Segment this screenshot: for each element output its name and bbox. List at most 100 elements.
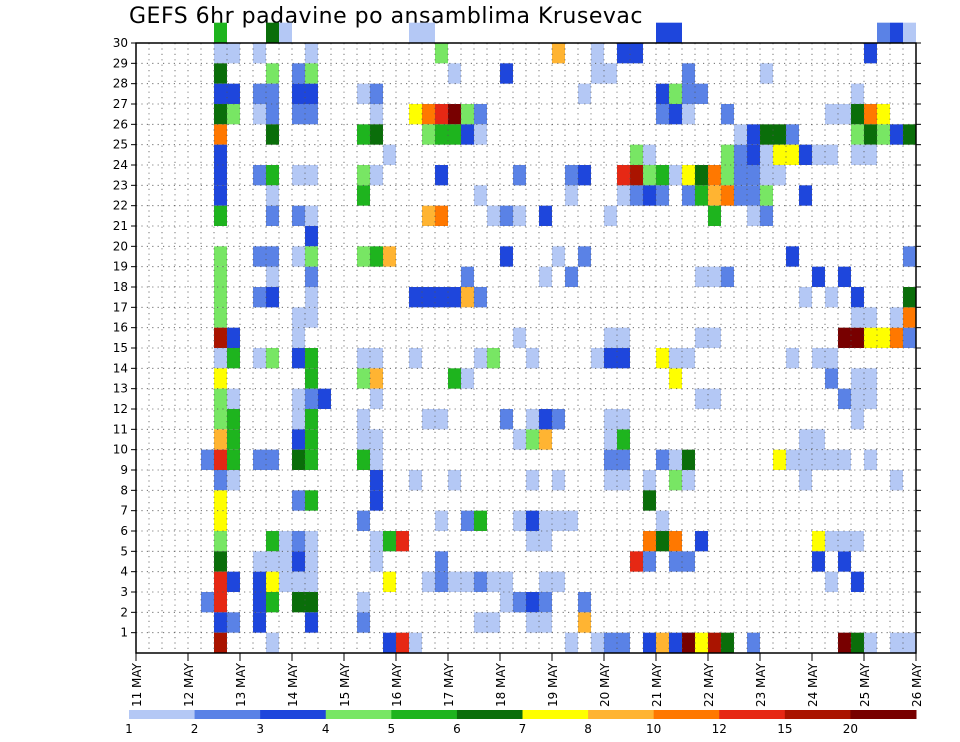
heatmap-cell xyxy=(500,409,513,430)
heatmap-cell xyxy=(656,348,669,369)
heatmap-cell xyxy=(214,388,227,409)
heatmap-cell xyxy=(812,449,825,470)
y-tick-label: 16 xyxy=(113,321,128,335)
heatmap-cell xyxy=(825,144,838,165)
heatmap-cell xyxy=(292,246,305,267)
heatmap-cell xyxy=(305,266,318,287)
heatmap-cell xyxy=(253,104,266,125)
heatmap-cell xyxy=(422,205,435,226)
heatmap-cell xyxy=(786,348,799,369)
y-tick-label: 18 xyxy=(113,280,128,294)
heatmap-cell xyxy=(500,63,513,84)
heatmap-cell xyxy=(305,348,318,369)
heatmap-cell xyxy=(682,104,695,125)
heatmap-cell xyxy=(305,612,318,633)
y-tick-label: 11 xyxy=(113,422,128,436)
heatmap-cell xyxy=(851,124,864,145)
heatmap-cell xyxy=(786,246,799,267)
heatmap-cell xyxy=(604,409,617,430)
heatmap-cell xyxy=(409,348,422,369)
heatmap-cell xyxy=(435,287,448,308)
heatmap-cell xyxy=(526,429,539,450)
heatmap-cell xyxy=(253,287,266,308)
heatmap-cell xyxy=(565,266,578,287)
heatmap-cell xyxy=(682,551,695,572)
heatmap-cell xyxy=(630,185,643,206)
x-tick-label: 22 MAY xyxy=(702,662,716,707)
heatmap-cell xyxy=(422,409,435,430)
heatmap-cell xyxy=(708,165,721,186)
heatmap-cell xyxy=(227,612,240,633)
y-tick-label: 3 xyxy=(120,585,128,599)
heatmap-cell xyxy=(877,104,890,125)
heatmap-cell xyxy=(409,632,422,653)
heatmap-cell xyxy=(227,470,240,491)
legend-label: 20 xyxy=(843,722,858,736)
heatmap-cell xyxy=(669,104,682,125)
heatmap-cell xyxy=(266,165,279,186)
heatmap-cell xyxy=(799,429,812,450)
heatmap-cell xyxy=(656,449,669,470)
y-tick-label: 2 xyxy=(120,605,128,619)
heatmap-cell xyxy=(214,124,227,145)
heatmap-cell xyxy=(890,307,903,328)
heatmap-cell xyxy=(500,592,513,613)
heatmap-cell xyxy=(487,612,500,633)
heatmap-cell xyxy=(279,551,292,572)
heatmap-cell xyxy=(214,63,227,84)
heatmap-cell xyxy=(357,83,370,104)
y-tick-label: 8 xyxy=(120,483,128,497)
y-tick-label: 5 xyxy=(120,544,128,558)
heatmap-cell xyxy=(903,246,916,267)
heatmap-cell xyxy=(695,83,708,104)
heatmap-cell xyxy=(357,429,370,450)
x-tick-label: 23 MAY xyxy=(754,662,768,707)
y-tick-label: 17 xyxy=(113,300,128,314)
heatmap-cell xyxy=(669,531,682,552)
heatmap-cell xyxy=(318,388,331,409)
heatmap-cell xyxy=(721,104,734,125)
legend-label: 4 xyxy=(322,722,330,736)
legend-swatch xyxy=(653,710,720,719)
heatmap-cell xyxy=(513,327,526,348)
heatmap-cell xyxy=(565,510,578,531)
heatmap-cell xyxy=(708,388,721,409)
heatmap-cell xyxy=(292,165,305,186)
heatmap-cell xyxy=(487,571,500,592)
heatmap-cell xyxy=(682,348,695,369)
heatmap-cell xyxy=(513,429,526,450)
heatmap-cell xyxy=(214,409,227,430)
legend-label: 15 xyxy=(777,722,792,736)
y-tick-label: 28 xyxy=(113,77,128,91)
heatmap-cell xyxy=(305,531,318,552)
heatmap-cell xyxy=(292,83,305,104)
heatmap-cell xyxy=(773,449,786,470)
heatmap-cell xyxy=(448,104,461,125)
heatmap-cell xyxy=(214,185,227,206)
heatmap-cell xyxy=(370,531,383,552)
heatmap-cell xyxy=(565,165,578,186)
heatmap-cell xyxy=(552,43,565,64)
y-tick-label: 7 xyxy=(120,504,128,518)
heatmap-cell xyxy=(253,83,266,104)
heatmap-cell xyxy=(669,551,682,572)
heatmap-cell xyxy=(214,287,227,308)
heatmap-cell xyxy=(305,592,318,613)
heatmap-cell xyxy=(773,124,786,145)
legend-swatch xyxy=(260,710,327,719)
y-tick-label: 19 xyxy=(113,260,128,274)
y-tick-label: 24 xyxy=(113,158,128,172)
heatmap-cell xyxy=(838,104,851,125)
heatmap-cell xyxy=(370,246,383,267)
y-tick-label: 26 xyxy=(113,117,128,131)
heatmap-cell xyxy=(357,592,370,613)
legend-label: 1 xyxy=(125,722,133,736)
heatmap-cell xyxy=(253,165,266,186)
heatmap-cell xyxy=(370,388,383,409)
x-tick-label: 24 MAY xyxy=(806,662,820,707)
heatmap-cell xyxy=(721,165,734,186)
heatmap-cell xyxy=(214,490,227,511)
heatmap-cell xyxy=(604,348,617,369)
heatmap-cell xyxy=(214,205,227,226)
x-tick-label: 16 MAY xyxy=(390,662,404,707)
